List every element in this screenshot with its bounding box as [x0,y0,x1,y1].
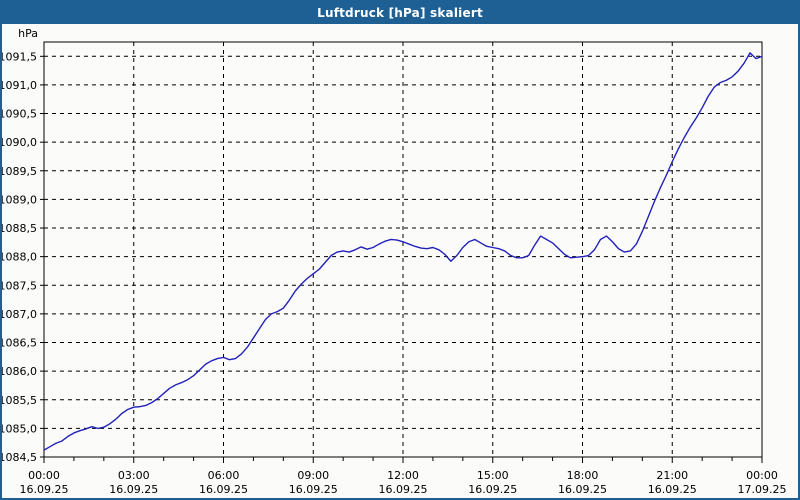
tick-label-layer: hPa 1091,5 1091,0 1090,5 1090,0 1089,5 1089,0 1… [2,27,786,496]
x-tick-label-date: 16.09.25 [648,483,697,496]
x-tick-label-date: 16.09.25 [468,483,517,496]
axis-layer [40,41,763,463]
grid-layer [44,42,762,458]
x-tick-label-time: 06:00 [208,469,240,482]
x-tick-label-date: 16.09.25 [379,483,428,496]
x-tick-label-date: 17.09.25 [738,483,787,496]
y-tick-label: 1090,5 [2,108,37,121]
y-tick-label: 1086,0 [2,365,37,378]
x-tick-label-time: 00:00 [28,469,60,482]
window-title: Luftdruck [hPa] skaliert [2,2,798,24]
line-chart: hPa 1091,5 1091,0 1090,5 1090,0 1089,5 1089,0 1… [2,27,786,496]
series-layer [43,52,763,451]
x-tick-label-time: 00:00 [746,469,778,482]
y-tick-label: 1085,0 [2,422,37,435]
y-tick-label: 1091,0 [2,79,37,92]
y-tick-label: 1087,0 [2,308,37,321]
x-tick-label-date: 16.09.25 [20,483,69,496]
x-tick-label-time: 03:00 [118,469,150,482]
y-tick-label: 1085,5 [2,394,37,407]
x-tick-label-time: 21:00 [656,469,688,482]
y-tick-label: 1088,0 [2,251,37,264]
x-tick-label-date: 16.09.25 [199,483,248,496]
y-axis-unit-label: hPa [18,27,38,40]
x-tick-label-time: 18:00 [567,469,599,482]
y-tick-label: 1089,5 [2,165,37,178]
x-tick-label-time: 15:00 [477,469,509,482]
y-tick-label: 1084,5 [2,451,37,464]
y-tick-label: 1090,0 [2,136,37,149]
x-tick-label-time: 12:00 [387,469,419,482]
y-tick-label: 1087,5 [2,279,37,292]
x-tick-label-date: 16.09.25 [109,483,158,496]
data-series-line [43,52,763,451]
y-tick-label: 1086,5 [2,337,37,350]
x-tick-label-date: 16.09.25 [558,483,607,496]
x-tick-label-time: 09:00 [297,469,329,482]
y-tick-label: 1088,5 [2,222,37,235]
y-tick-label: 1091,5 [2,50,37,63]
y-tick-label: 1089,0 [2,193,37,206]
chart-plot-area: hPa 1091,5 1091,0 1090,5 1090,0 1089,5 1089,0 1… [2,24,798,498]
x-tick-label-date: 16.09.25 [289,483,338,496]
